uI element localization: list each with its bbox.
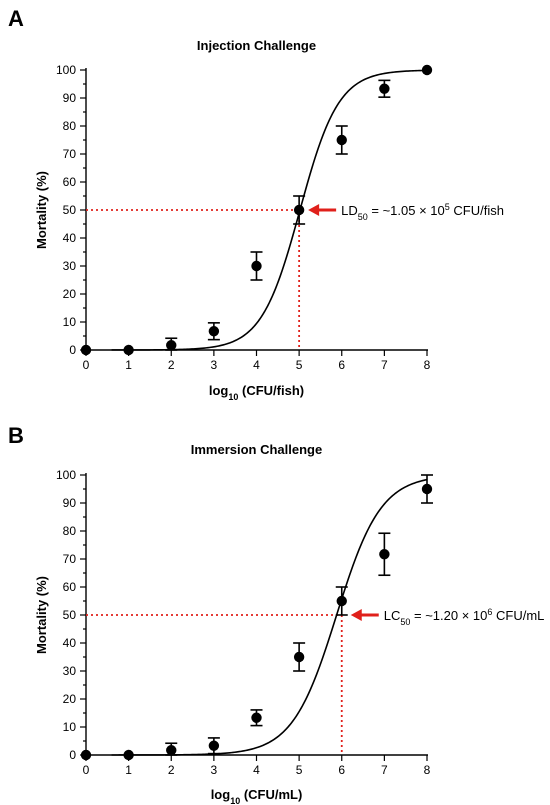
y-tick-label: 80 [63,524,77,538]
data-point [336,595,347,607]
x-axis-label: log10 (CFU/fish) [209,383,304,402]
annotation-arrow-head [308,204,320,216]
y-tick-label: 0 [69,343,76,357]
y-tick-label: 20 [63,692,77,706]
x-tick-label: 6 [338,763,345,777]
x-tick-label: 3 [211,358,218,372]
x-tick-label: 1 [125,358,132,372]
y-tick-label: 20 [63,287,77,301]
y-tick-label: 60 [63,175,77,189]
y-tick-label: 10 [63,720,77,734]
data-point [379,83,390,94]
data-point [123,749,134,761]
annotation-text: LD50 = ~1.05 × 105 CFU/fish [341,202,504,222]
data-point [166,340,177,351]
y-tick-label: 70 [63,147,77,161]
y-tick-label: 70 [63,552,77,566]
x-tick-label: 8 [424,763,431,777]
y-tick-label: 40 [63,636,77,650]
x-tick-label: 1 [125,763,132,777]
x-tick-label: 3 [211,763,218,777]
x-tick-label: 5 [296,763,303,777]
x-tick-label: 8 [424,358,431,372]
x-tick-label: 6 [338,358,345,372]
panel-letter: A [8,6,24,31]
fit-curve [111,478,428,756]
x-axis-label: log10 (CFU/mL) [211,787,303,805]
annotation-text: LC50 = ~1.20 × 106 CFU/mL [384,607,545,627]
data-point [166,745,177,756]
data-point [251,712,262,723]
x-tick-label: 7 [381,763,388,777]
x-tick-label: 0 [83,763,90,777]
y-tick-label: 50 [63,203,77,217]
x-tick-label: 7 [381,358,388,372]
data-point [293,651,305,663]
y-tick-label: 90 [63,496,77,510]
data-point [208,740,220,751]
y-tick-label: 0 [69,748,76,762]
data-point [293,204,305,216]
y-tick-label: 90 [63,91,77,105]
y-tick-label: 80 [63,119,77,133]
y-tick-label: 30 [63,259,77,273]
data-point [208,326,220,337]
x-tick-label: 0 [83,358,90,372]
data-point [80,749,92,761]
x-tick-label: 4 [253,358,260,372]
panel-letter: B [8,423,24,448]
data-point [421,64,433,76]
data-point [80,344,92,356]
data-point [336,134,347,146]
y-axis-label: Mortality (%) [34,576,49,654]
y-tick-label: 100 [56,63,76,77]
y-tick-label: 50 [63,608,77,622]
data-point [379,549,390,560]
y-tick-label: 40 [63,231,77,245]
chart-title: Immersion Challenge [191,442,322,457]
annotation-arrow-head [350,609,362,621]
y-tick-label: 30 [63,664,77,678]
chart-title: Injection Challenge [197,38,316,53]
fit-curve [111,69,428,351]
data-point [123,344,134,356]
y-tick-label: 60 [63,580,77,594]
x-tick-label: 2 [168,763,175,777]
y-axis-label: Mortality (%) [34,171,49,249]
x-tick-label: 4 [253,763,260,777]
x-tick-label: 2 [168,358,175,372]
x-tick-label: 5 [296,358,303,372]
y-tick-label: 10 [63,315,77,329]
data-point [251,260,262,272]
y-tick-label: 100 [56,468,76,482]
data-point [421,483,433,495]
